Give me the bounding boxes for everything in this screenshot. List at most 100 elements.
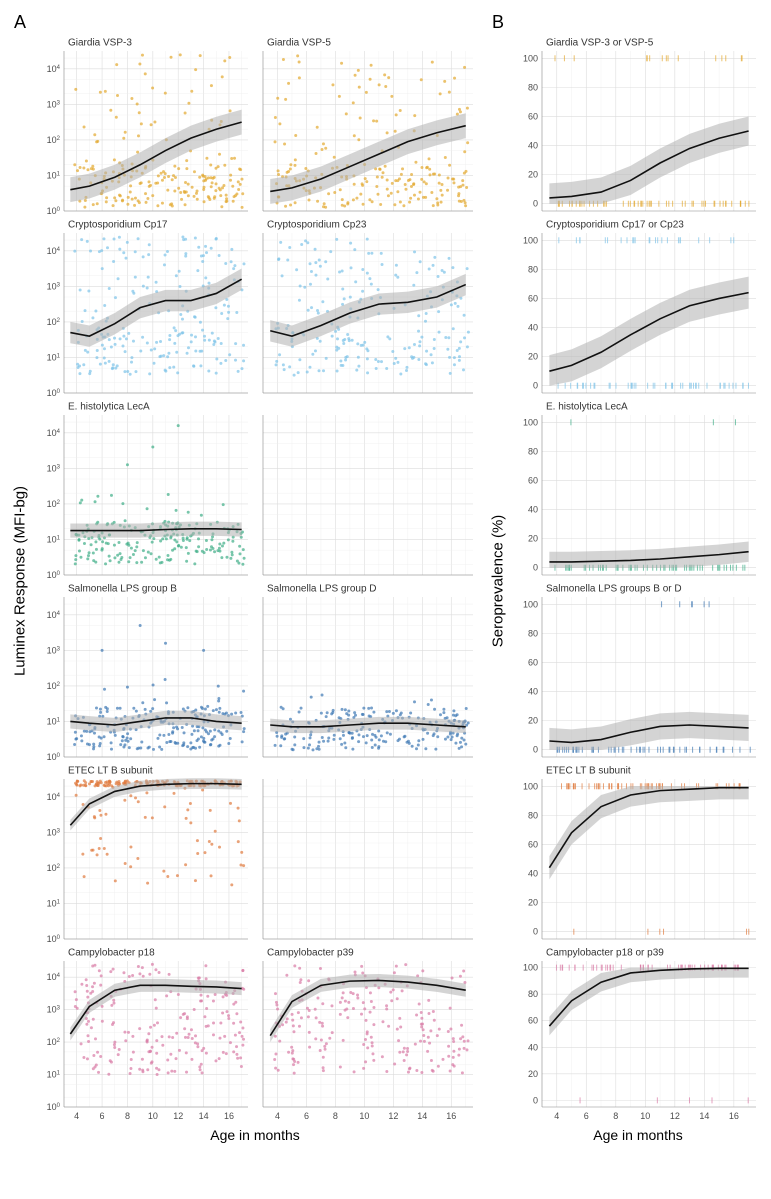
svg-text:10: 10 bbox=[359, 1111, 369, 1121]
chart-cell: 46810121416100101102103104Campylobacter … bbox=[34, 947, 255, 1125]
chart-cell: 100101102103104ETEC LT B subunit bbox=[34, 765, 255, 943]
svg-text:100: 100 bbox=[523, 235, 538, 245]
svg-text:40: 40 bbox=[528, 141, 538, 151]
svg-text:20: 20 bbox=[528, 716, 538, 726]
svg-text:104: 104 bbox=[47, 246, 61, 256]
svg-text:104: 104 bbox=[47, 972, 61, 982]
svg-text:80: 80 bbox=[528, 446, 538, 456]
svg-text:101: 101 bbox=[47, 170, 61, 180]
panel-b-grid: Seroprevalence (%) 020406080100Giardia V… bbox=[488, 37, 768, 1125]
svg-text:14: 14 bbox=[199, 1111, 209, 1121]
chart-cell: 0 20 40 60 80 100 Giardia VSP-3 or VSP-5 bbox=[512, 37, 768, 215]
svg-text:Cryptosporidium Cp17 or Cp23: Cryptosporidium Cp17 or Cp23 bbox=[546, 219, 684, 230]
chart-cell: 100 101 102 103 104 Giardia VSP-3 bbox=[34, 37, 255, 215]
svg-text:Giardia VSP-3: Giardia VSP-3 bbox=[68, 37, 132, 48]
svg-text:60: 60 bbox=[528, 657, 538, 667]
svg-text:80: 80 bbox=[528, 989, 538, 999]
svg-text:100: 100 bbox=[523, 599, 538, 609]
svg-text:6: 6 bbox=[304, 1111, 309, 1121]
svg-text:40: 40 bbox=[528, 323, 538, 333]
svg-text:0: 0 bbox=[533, 381, 538, 391]
panel-a-label: A bbox=[10, 10, 480, 37]
svg-text:4: 4 bbox=[275, 1111, 280, 1121]
svg-text:Cryptosporidium Cp17: Cryptosporidium Cp17 bbox=[68, 219, 168, 230]
svg-text:101: 101 bbox=[47, 716, 61, 726]
svg-text:100: 100 bbox=[523, 53, 538, 63]
svg-text:16: 16 bbox=[446, 1111, 456, 1121]
svg-text:E. histolytica LecA: E. histolytica LecA bbox=[546, 401, 628, 412]
svg-text:20: 20 bbox=[528, 352, 538, 362]
panel-b-column: B Seroprevalence (%) 020406080100Giardia… bbox=[488, 10, 768, 1143]
svg-text:20: 20 bbox=[528, 1069, 538, 1079]
svg-text:101: 101 bbox=[47, 534, 61, 544]
svg-text:102: 102 bbox=[47, 499, 61, 509]
svg-text:103: 103 bbox=[47, 99, 61, 109]
y-axis-label-b: Seroprevalence (%) bbox=[490, 515, 507, 648]
svg-text:12: 12 bbox=[388, 1111, 398, 1121]
svg-text:80: 80 bbox=[528, 810, 538, 820]
svg-text:20: 20 bbox=[528, 170, 538, 180]
svg-text:14: 14 bbox=[699, 1111, 709, 1121]
svg-text:16: 16 bbox=[224, 1111, 234, 1121]
svg-text:4: 4 bbox=[74, 1111, 79, 1121]
svg-text:101: 101 bbox=[47, 352, 61, 362]
svg-text:102: 102 bbox=[47, 135, 61, 145]
svg-text:0: 0 bbox=[533, 199, 538, 209]
chart-cell: 020406080100Salmonella LPS groups B or D bbox=[512, 583, 768, 761]
svg-text:104: 104 bbox=[47, 610, 61, 620]
svg-text:101: 101 bbox=[47, 1070, 61, 1080]
svg-text:Campylobacter p18 or p39: Campylobacter p18 or p39 bbox=[546, 947, 664, 958]
svg-text:100: 100 bbox=[47, 570, 61, 579]
svg-text:104: 104 bbox=[47, 64, 61, 74]
svg-text:102: 102 bbox=[47, 681, 61, 691]
svg-text:103: 103 bbox=[47, 463, 61, 473]
svg-text:60: 60 bbox=[528, 111, 538, 121]
svg-text:Giardia VSP-5: Giardia VSP-5 bbox=[267, 37, 331, 48]
svg-text:Giardia VSP-3 or VSP-5: Giardia VSP-3 or VSP-5 bbox=[546, 37, 654, 48]
svg-text:60: 60 bbox=[528, 293, 538, 303]
chart-cell bbox=[259, 401, 480, 579]
svg-text:ETEC LT B subunit: ETEC LT B subunit bbox=[546, 765, 631, 776]
svg-text:40: 40 bbox=[528, 505, 538, 515]
svg-text:100: 100 bbox=[47, 206, 61, 215]
svg-text:10: 10 bbox=[148, 1111, 158, 1121]
chart-cell: Giardia VSP-5 bbox=[259, 37, 480, 215]
svg-text:12: 12 bbox=[670, 1111, 680, 1121]
chart-cell bbox=[259, 765, 480, 943]
svg-text:Campylobacter p18: Campylobacter p18 bbox=[68, 947, 155, 958]
svg-text:60: 60 bbox=[528, 839, 538, 849]
svg-text:103: 103 bbox=[47, 827, 61, 837]
svg-text:ETEC LT B subunit: ETEC LT B subunit bbox=[68, 765, 153, 776]
y-axis-label-a: Luminex Response (MFI-bg) bbox=[12, 486, 29, 676]
svg-text:8: 8 bbox=[125, 1111, 130, 1121]
svg-text:4: 4 bbox=[554, 1111, 559, 1121]
svg-text:40: 40 bbox=[528, 1042, 538, 1052]
svg-text:10: 10 bbox=[640, 1111, 650, 1121]
svg-text:60: 60 bbox=[528, 1016, 538, 1026]
svg-text:104: 104 bbox=[47, 792, 61, 802]
svg-text:Salmonella LPS groups B or D: Salmonella LPS groups B or D bbox=[546, 583, 682, 594]
svg-text:102: 102 bbox=[47, 863, 61, 873]
svg-text:0: 0 bbox=[533, 927, 538, 937]
svg-text:80: 80 bbox=[528, 82, 538, 92]
svg-text:6: 6 bbox=[584, 1111, 589, 1121]
figure-root: A Luminex Response (MFI-bg) 100101102103… bbox=[10, 10, 761, 1143]
x-axis-label-a: Age in months bbox=[30, 1127, 480, 1143]
svg-text:20: 20 bbox=[528, 534, 538, 544]
x-axis-label-b: Age in months bbox=[508, 1127, 768, 1143]
svg-text:Cryptosporidium Cp23: Cryptosporidium Cp23 bbox=[267, 219, 367, 230]
chart-cell: 100101102103104Cryptosporidium Cp17 bbox=[34, 219, 255, 397]
svg-text:103: 103 bbox=[47, 281, 61, 291]
svg-text:8: 8 bbox=[613, 1111, 618, 1121]
svg-text:Salmonella LPS group D: Salmonella LPS group D bbox=[267, 583, 377, 594]
panel-a-grid: Luminex Response (MFI-bg) 10010110210310… bbox=[10, 37, 480, 1125]
svg-text:102: 102 bbox=[47, 317, 61, 327]
panel-a-column: A Luminex Response (MFI-bg) 100 101 102 103… bbox=[10, 10, 480, 1143]
svg-text:100: 100 bbox=[523, 417, 538, 427]
svg-text:100: 100 bbox=[47, 934, 61, 943]
svg-text:E. histolytica LecA: E. histolytica LecA bbox=[68, 401, 150, 412]
svg-text:Salmonella LPS group B: Salmonella LPS group B bbox=[68, 583, 177, 594]
chart-cell: 020406080100E. histolytica LecA bbox=[512, 401, 768, 579]
chart-cell: 020406080100ETEC LT B subunit bbox=[512, 765, 768, 943]
svg-text:100: 100 bbox=[47, 752, 61, 761]
